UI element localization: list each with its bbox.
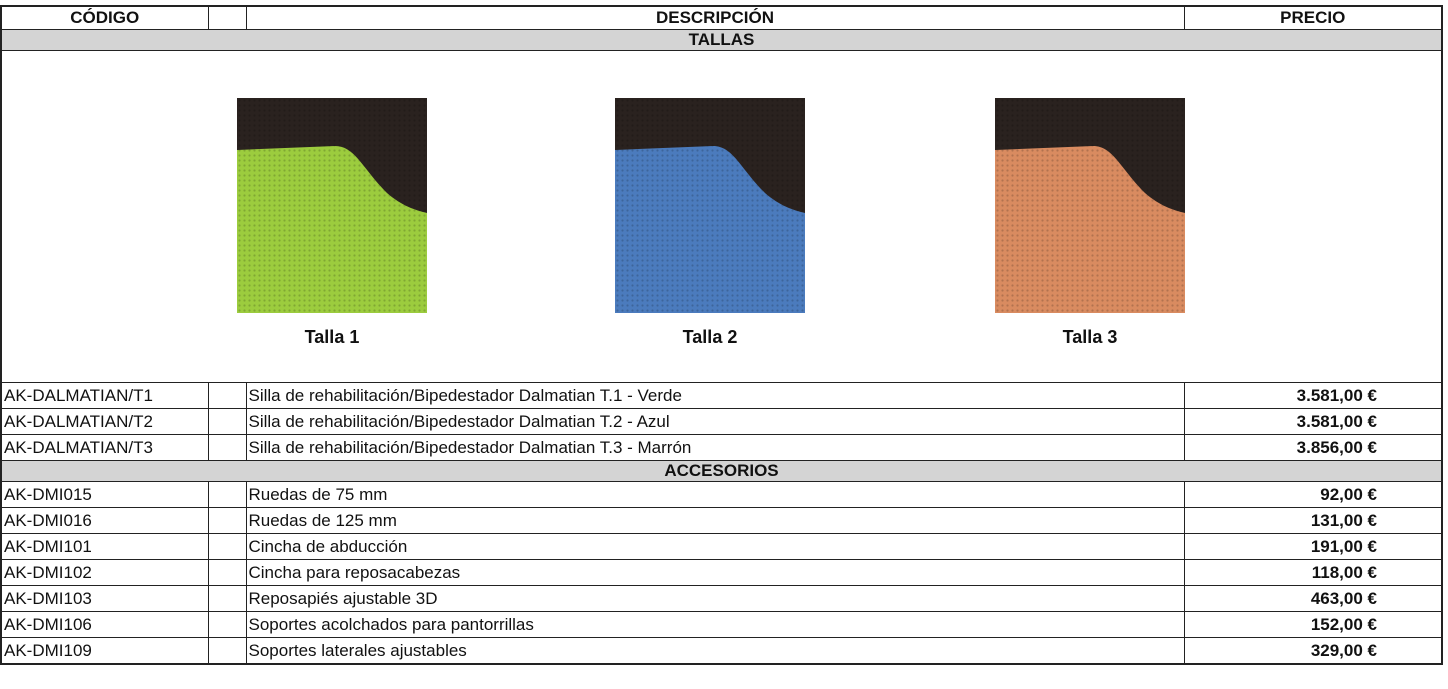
description-cell: Soportes acolchados para pantorrillas: [245, 611, 1185, 638]
description-cell: Soportes laterales ajustables: [245, 637, 1185, 665]
price-cell: 463,00 €: [1183, 585, 1443, 612]
empty-cell: [207, 637, 247, 665]
description-cell: Ruedas de 75 mm: [245, 481, 1185, 508]
swatch-cell: Talla 1 Talla 2 Talla 3: [0, 50, 1443, 383]
empty-cell: [207, 585, 247, 612]
price-cell: 329,00 €: [1183, 637, 1443, 665]
code-cell: AK-DALMATIAN/T3: [0, 434, 209, 461]
price-cell: 3.581,00 €: [1183, 408, 1443, 435]
swatch-label: Talla 2: [682, 327, 738, 347]
header-cell: CÓDIGO: [0, 5, 209, 30]
fabric-image: [615, 98, 805, 313]
header-cell: DESCRIPCIÓN: [245, 5, 1185, 30]
price-cell: 131,00 €: [1183, 507, 1443, 534]
section-title: ACCESORIOS: [0, 460, 1443, 482]
item-row: AK-DMI102 Cincha para reposacabezas 118,00…: [0, 559, 1443, 586]
code-cell: AK-DALMATIAN/T2: [0, 408, 209, 435]
empty-cell: [207, 481, 247, 508]
price-cell: 191,00 €: [1183, 533, 1443, 560]
item-row: AK-DMI109 Soportes laterales ajustables 32…: [0, 637, 1443, 665]
section-row: TALLAS: [0, 29, 1443, 51]
swatch-label: Talla 3: [1062, 327, 1118, 347]
fabric-image: [995, 98, 1185, 313]
description-cell: Silla de rehabilitación/Bipedestador Dal…: [245, 408, 1185, 435]
code-cell: AK-DMI016: [0, 507, 209, 534]
price-cell: 3.856,00 €: [1183, 434, 1443, 461]
empty-cell: [207, 434, 247, 461]
empty-cell: [207, 559, 247, 586]
description-cell: Silla de rehabilitación/Bipedestador Dal…: [245, 434, 1185, 461]
item-row: AK-DALMATIAN/T2 Silla de rehabilitación/B…: [0, 408, 1443, 435]
empty-cell: [207, 507, 247, 534]
swatch: Talla 2: [615, 98, 805, 348]
item-row: AK-DALMATIAN/T3 Silla de rehabilitación/B…: [0, 434, 1443, 461]
item-row: AK-DMI016 Ruedas de 125 mm 131,00 €: [0, 507, 1443, 534]
empty-cell: [207, 408, 247, 435]
empty-cell: [207, 611, 247, 638]
swatch: Talla 3: [995, 98, 1185, 348]
price-cell: 3.581,00 €: [1183, 382, 1443, 409]
code-cell: AK-DMI102: [0, 559, 209, 586]
code-cell: AK-DMI109: [0, 637, 209, 665]
swatch-row: Talla 1 Talla 2 Talla 3: [0, 50, 1443, 383]
code-cell: AK-DMI101: [0, 533, 209, 560]
item-row: AK-DALMATIAN/T1 Silla de rehabilitación/B…: [0, 382, 1443, 409]
empty-cell: [207, 382, 247, 409]
price-cell: 152,00 €: [1183, 611, 1443, 638]
description-cell: Cincha para reposacabezas: [245, 559, 1185, 586]
header-row: CÓDIGO DESCRIPCIÓN PRECIO: [0, 5, 1443, 30]
description-cell: Cincha de abducción: [245, 533, 1185, 560]
description-cell: Silla de rehabilitación/Bipedestador Dal…: [245, 382, 1185, 409]
description-cell: Reposapiés ajustable 3D: [245, 585, 1185, 612]
code-cell: AK-DMI103: [0, 585, 209, 612]
description-cell: Ruedas de 125 mm: [245, 507, 1185, 534]
item-row: AK-DMI103 Reposapiés ajustable 3D 463,00 €: [0, 585, 1443, 612]
item-row: AK-DMI015 Ruedas de 75 mm 92,00 €: [0, 481, 1443, 508]
header-cell: PRECIO: [1183, 5, 1443, 30]
code-cell: AK-DALMATIAN/T1: [0, 382, 209, 409]
item-row: AK-DMI101 Cincha de abducción 191,00 €: [0, 533, 1443, 560]
empty-cell: [207, 5, 247, 30]
item-row: AK-DMI106 Soportes acolchados para pantor…: [0, 611, 1443, 638]
fabric-image: [237, 98, 427, 313]
price-cell: 92,00 €: [1183, 481, 1443, 508]
price-cell: 118,00 €: [1183, 559, 1443, 586]
section-title: TALLAS: [0, 29, 1443, 51]
code-cell: AK-DMI015: [0, 481, 209, 508]
code-cell: AK-DMI106: [0, 611, 209, 638]
empty-cell: [207, 533, 247, 560]
section-row: ACCESORIOS: [0, 460, 1443, 482]
swatch-label: Talla 1: [304, 327, 360, 347]
swatch: Talla 1: [237, 98, 427, 348]
